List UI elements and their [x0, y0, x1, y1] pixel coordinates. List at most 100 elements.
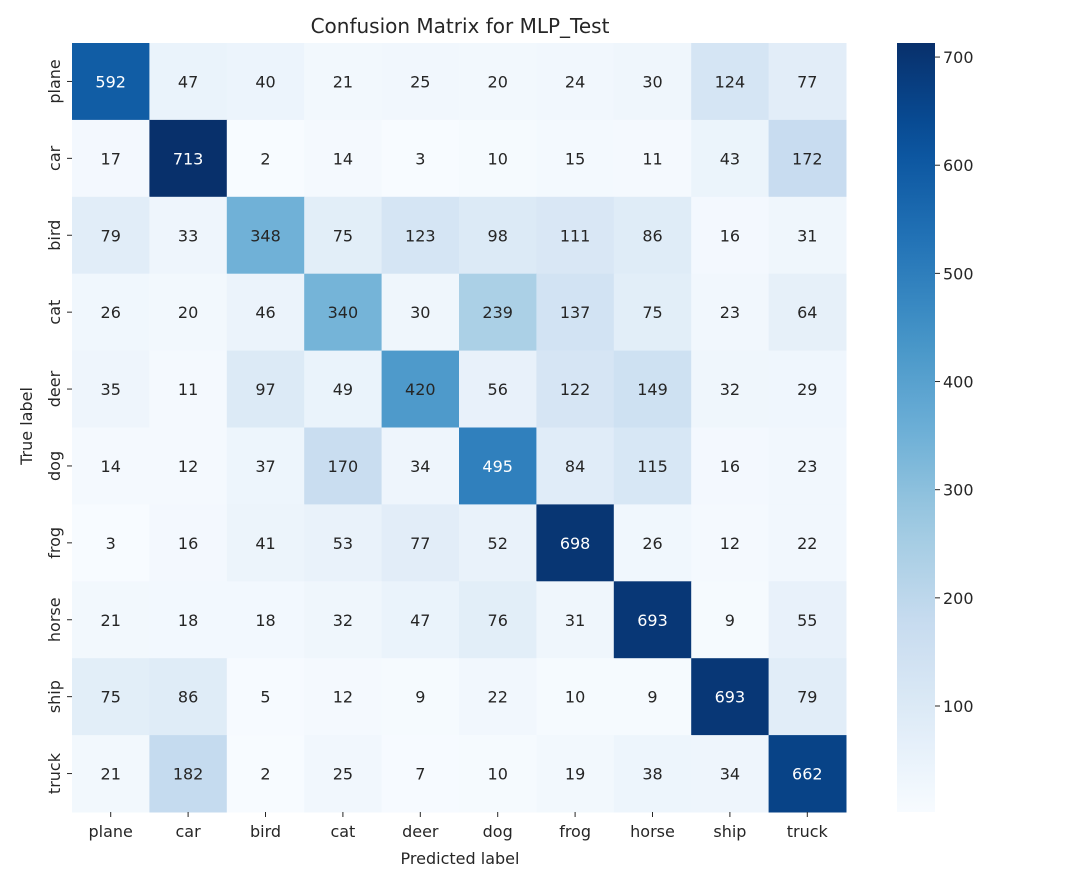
- heatmap-cell: [768, 581, 847, 659]
- cell-value-label: 38: [642, 765, 662, 784]
- x-tick-label: dog: [483, 822, 513, 841]
- heatmap-cell: [536, 504, 615, 582]
- heatmap-cell: [536, 427, 615, 505]
- heatmap-cell: [381, 735, 460, 813]
- y-tick-label: frog: [45, 527, 64, 559]
- heatmap-cell: [768, 119, 847, 198]
- cell-value-label: 12: [720, 534, 740, 553]
- heatmap-cell: [691, 581, 770, 659]
- heatmap-cell: [226, 119, 305, 198]
- heatmap-cell: [536, 581, 615, 659]
- cell-value-label: 115: [637, 457, 668, 476]
- y-tick-label: bird: [45, 220, 64, 251]
- cell-value-label: 77: [797, 72, 817, 91]
- cell-value-label: 49: [333, 380, 353, 399]
- x-tick-label: plane: [89, 822, 133, 841]
- heatmap-cell: [149, 735, 228, 813]
- heatmap-cell: [536, 196, 615, 275]
- heatmap-cell: [72, 581, 150, 659]
- cell-value-label: 495: [482, 457, 513, 476]
- heatmap-cell: [304, 427, 383, 505]
- x-tick-label: ship: [713, 822, 746, 841]
- heatmap-cell: [613, 119, 692, 198]
- cell-value-label: 18: [255, 611, 275, 630]
- heatmap-cell: [459, 43, 537, 121]
- heatmap-cell: [613, 350, 692, 428]
- heatmap-cell: [459, 119, 537, 198]
- heatmap-cell: [613, 581, 692, 659]
- heatmap-cell: [226, 581, 305, 659]
- heatmap-cell: [304, 581, 383, 659]
- heatmap-cell: [768, 273, 847, 352]
- cell-value-label: 46: [255, 303, 275, 322]
- heatmap-cell: [72, 735, 150, 813]
- heatmap-cell: [768, 658, 847, 736]
- heatmap-cell: [226, 196, 305, 275]
- heatmap-cell: [72, 273, 150, 352]
- heatmap-cell: [536, 119, 615, 198]
- cell-value-label: 43: [720, 149, 740, 168]
- cell-value-label: 10: [488, 765, 508, 784]
- heatmap-cell: [381, 43, 460, 121]
- cell-value-label: 124: [715, 72, 746, 91]
- x-tick-label: deer: [402, 822, 439, 841]
- cell-value-label: 25: [410, 72, 430, 91]
- cell-value-label: 37: [255, 457, 275, 476]
- cell-value-label: 56: [488, 380, 508, 399]
- heatmap-cell: [72, 119, 150, 198]
- heatmap-cell: [226, 504, 305, 582]
- heatmap-cell: [226, 735, 305, 813]
- heatmap-cell: [304, 273, 383, 352]
- x-tick-label: car: [176, 822, 202, 841]
- cell-value-label: 713: [173, 149, 204, 168]
- heatmap-cell: [72, 350, 150, 428]
- cell-value-label: 348: [250, 226, 281, 245]
- cell-value-label: 111: [560, 226, 591, 245]
- heatmap-cell: [459, 504, 537, 582]
- cell-value-label: 10: [565, 688, 585, 707]
- heatmap-cell: [768, 350, 847, 428]
- y-tick-label: cat: [45, 300, 64, 325]
- heatmap-cell: [149, 658, 228, 736]
- cell-value-label: 98: [488, 226, 508, 245]
- heatmap-cell: [304, 119, 383, 198]
- colorbar-tick-label: 100: [943, 697, 974, 716]
- cell-value-label: 5: [260, 688, 270, 707]
- x-tick-label: cat: [330, 822, 355, 841]
- cell-value-label: 16: [720, 226, 740, 245]
- heatmap-cell: [691, 350, 770, 428]
- heatmap-cell: [72, 43, 150, 121]
- heatmap-cell: [536, 273, 615, 352]
- cell-value-label: 21: [333, 72, 353, 91]
- colorbar-tick-label: 200: [943, 589, 974, 608]
- cell-value-label: 97: [255, 380, 275, 399]
- cell-value-label: 31: [797, 226, 817, 245]
- heatmap-cell: [613, 427, 692, 505]
- heatmap-cell: [381, 196, 460, 275]
- heatmap-cell: [459, 350, 537, 428]
- x-tick-labels: plane car bird cat deer dog frog horse ship truck: [89, 812, 829, 841]
- heatmap-cell: [768, 43, 847, 121]
- y-tick-label: car: [45, 145, 64, 171]
- cell-value-label: 24: [565, 72, 585, 91]
- cell-value-label: 10: [488, 149, 508, 168]
- cell-value-label: 3: [106, 534, 116, 553]
- cell-value-label: 17: [101, 149, 121, 168]
- cell-value-label: 22: [797, 534, 817, 553]
- x-tick-label: bird: [250, 822, 281, 841]
- heatmap-cell: [226, 273, 305, 352]
- cell-value-label: 123: [405, 226, 436, 245]
- cell-value-label: 2: [260, 149, 270, 168]
- cell-value-label: 172: [792, 149, 823, 168]
- cell-value-label: 32: [333, 611, 353, 630]
- colorbar-tick-label: 700: [943, 48, 974, 67]
- cell-value-label: 14: [333, 149, 353, 168]
- heatmap-cell: [613, 196, 692, 275]
- heatmap-cell: [72, 504, 150, 582]
- cell-value-label: 9: [415, 688, 425, 707]
- colorbar-tick-label: 300: [943, 481, 974, 500]
- heatmap-cell: [381, 119, 460, 198]
- cell-value-label: 23: [720, 303, 740, 322]
- cell-value-label: 84: [565, 457, 585, 476]
- cell-value-label: 12: [333, 688, 353, 707]
